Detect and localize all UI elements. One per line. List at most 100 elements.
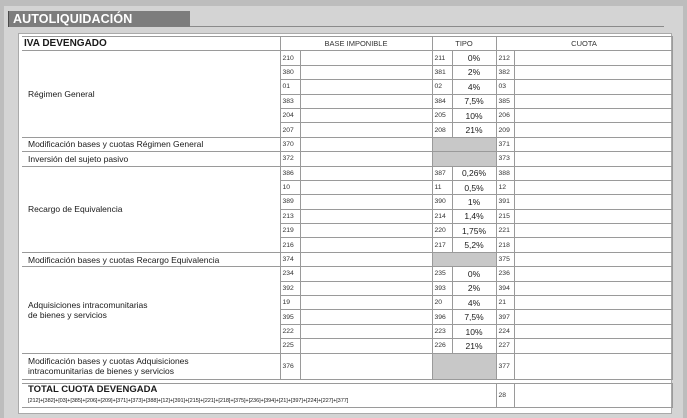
total-formula: [212]+[382]+[03]+[385]+[206]+[209]+[371]… xyxy=(28,397,349,404)
box-code: 381 xyxy=(431,64,453,81)
box-code: 20 xyxy=(431,295,453,311)
rate-value: 21% xyxy=(451,122,497,138)
total-label: TOTAL CUOTA DEVENGADA xyxy=(28,383,158,395)
base-field[interactable] xyxy=(299,208,433,225)
box-code: 213 xyxy=(279,208,301,225)
cuota-field[interactable] xyxy=(513,93,673,109)
base-field[interactable] xyxy=(299,122,433,138)
cuota-field[interactable] xyxy=(513,165,673,181)
box-code: 393 xyxy=(431,280,453,297)
box-code: 370 xyxy=(279,136,301,153)
base-field[interactable] xyxy=(299,107,433,124)
box-code: 205 xyxy=(431,107,453,124)
col-header-tipo: TIPO xyxy=(431,35,497,52)
base-field[interactable] xyxy=(299,280,433,297)
box-code: 207 xyxy=(279,122,301,138)
box-code: 388 xyxy=(495,165,515,181)
box-code: 396 xyxy=(431,309,453,325)
rate-value: 4% xyxy=(451,79,497,95)
box-code: 391 xyxy=(495,194,515,210)
rate-value: 1% xyxy=(451,194,497,210)
box-code: 12 xyxy=(495,179,515,196)
cuota-field[interactable] xyxy=(513,194,673,210)
group-label-regimen-general: Régimen General xyxy=(22,50,281,138)
box-code: 02 xyxy=(431,79,453,95)
base-field[interactable] xyxy=(299,251,433,268)
group-label-adquisiciones-intracomunitarias: Adquisiciones intracomunitarias de biene… xyxy=(22,266,281,354)
cuota-field[interactable] xyxy=(513,280,673,297)
box-code: 226 xyxy=(431,338,453,354)
cuota-field[interactable] xyxy=(513,50,673,66)
header-row: IVA DEVENGADO BASE IMPONIBLE TIPO CUOTA xyxy=(22,35,673,52)
box-code: 383 xyxy=(279,93,301,109)
base-field[interactable] xyxy=(299,323,433,340)
base-field[interactable] xyxy=(299,79,433,95)
base-field[interactable] xyxy=(299,338,433,354)
cuota-field[interactable] xyxy=(513,251,673,268)
cuota-field[interactable] xyxy=(513,79,673,95)
base-field[interactable] xyxy=(299,64,433,81)
base-field[interactable] xyxy=(299,237,433,253)
cuota-field[interactable] xyxy=(513,338,673,354)
base-field[interactable] xyxy=(299,165,433,181)
box-code: 236 xyxy=(495,266,515,282)
total-cuota-field[interactable] xyxy=(513,382,673,408)
table-row: 204 205 10% 206 xyxy=(22,107,673,124)
cuota-field[interactable] xyxy=(513,309,673,325)
cuota-field[interactable] xyxy=(513,64,673,81)
cuota-field[interactable] xyxy=(513,208,673,225)
box-code: 210 xyxy=(279,50,301,66)
box-code: 394 xyxy=(495,280,515,297)
base-field[interactable] xyxy=(299,352,433,380)
base-field[interactable] xyxy=(299,223,433,239)
box-code: 376 xyxy=(279,352,301,380)
box-code: 382 xyxy=(495,64,515,81)
rate-value: 10% xyxy=(451,323,497,340)
base-field[interactable] xyxy=(299,179,433,196)
iva-devengado-table: IVA DEVENGADO BASE IMPONIBLE TIPO CUOTA … xyxy=(22,35,673,408)
rate-value: 0% xyxy=(451,266,497,282)
cuota-field[interactable] xyxy=(513,223,673,239)
cuota-field[interactable] xyxy=(513,295,673,311)
base-field[interactable] xyxy=(299,151,433,167)
table-row: Modificación bases y cuotas Recargo Equi… xyxy=(22,251,673,268)
box-code: 397 xyxy=(495,309,515,325)
col-header-base: BASE IMPONIBLE xyxy=(279,35,433,52)
base-field[interactable] xyxy=(299,194,433,210)
rate-value: 10% xyxy=(451,107,497,124)
box-code: 206 xyxy=(495,107,515,124)
box-code: 222 xyxy=(279,323,301,340)
box-code: 28 xyxy=(495,382,515,408)
base-field[interactable] xyxy=(299,266,433,282)
section-banner: AUTOLIQUIDACIÓN xyxy=(8,11,190,27)
base-field[interactable] xyxy=(299,93,433,109)
cuota-field[interactable] xyxy=(513,136,673,153)
table-row: 225 226 21% 227 xyxy=(22,338,673,354)
cuota-field[interactable] xyxy=(513,122,673,138)
box-code: 03 xyxy=(495,79,515,95)
banner-rule xyxy=(190,26,664,27)
box-code: 218 xyxy=(495,237,515,253)
table-row: Régimen General 210 211 0% 212 xyxy=(22,50,673,138)
base-field[interactable] xyxy=(299,50,433,66)
cuota-field[interactable] xyxy=(513,266,673,282)
base-field[interactable] xyxy=(299,309,433,325)
section-title: IVA DEVENGADO xyxy=(22,35,281,52)
group-label-line2: de bienes y servicios xyxy=(28,309,107,320)
cuota-field[interactable] xyxy=(513,107,673,124)
box-code: 373 xyxy=(495,151,515,167)
base-field[interactable] xyxy=(299,295,433,311)
cuota-field[interactable] xyxy=(513,179,673,196)
box-code: 208 xyxy=(431,122,453,138)
cuota-field[interactable] xyxy=(513,323,673,340)
box-code: 21 xyxy=(495,295,515,311)
group-label-recargo-equivalencia: Recargo de Equivalencia xyxy=(22,165,281,253)
box-code: 215 xyxy=(495,208,515,225)
rate-value: 21% xyxy=(451,338,497,354)
table-row: 222 223 10% 224 xyxy=(22,323,673,340)
cuota-field[interactable] xyxy=(513,151,673,167)
base-field[interactable] xyxy=(299,136,433,153)
cuota-field[interactable] xyxy=(513,352,673,380)
box-code: 217 xyxy=(431,237,453,253)
cuota-field[interactable] xyxy=(513,237,673,253)
